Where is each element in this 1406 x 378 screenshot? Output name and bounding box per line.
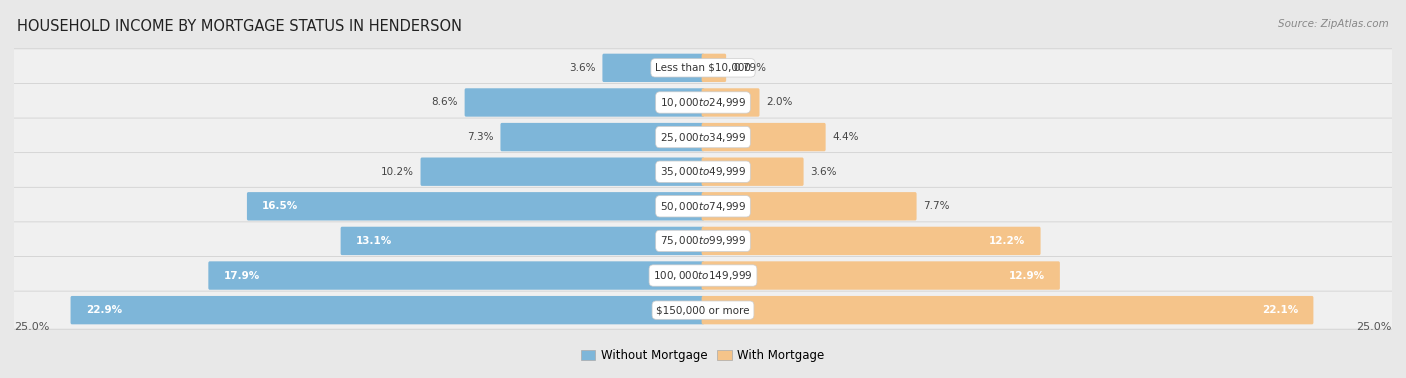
Text: $100,000 to $149,999: $100,000 to $149,999	[654, 269, 752, 282]
FancyBboxPatch shape	[340, 227, 704, 255]
FancyBboxPatch shape	[702, 192, 917, 220]
Text: 7.7%: 7.7%	[924, 201, 950, 211]
FancyBboxPatch shape	[602, 54, 704, 82]
Text: 25.0%: 25.0%	[1357, 322, 1392, 332]
Text: HOUSEHOLD INCOME BY MORTGAGE STATUS IN HENDERSON: HOUSEHOLD INCOME BY MORTGAGE STATUS IN H…	[17, 19, 463, 34]
Text: 12.9%: 12.9%	[1008, 271, 1045, 280]
Text: 8.6%: 8.6%	[432, 98, 458, 107]
Text: 7.3%: 7.3%	[467, 132, 494, 142]
FancyBboxPatch shape	[464, 88, 704, 117]
FancyBboxPatch shape	[11, 222, 1395, 260]
FancyBboxPatch shape	[11, 118, 1395, 156]
Text: 22.9%: 22.9%	[86, 305, 122, 315]
FancyBboxPatch shape	[70, 296, 704, 324]
Text: 25.0%: 25.0%	[14, 322, 49, 332]
Text: 12.2%: 12.2%	[990, 236, 1025, 246]
FancyBboxPatch shape	[702, 54, 725, 82]
Text: Source: ZipAtlas.com: Source: ZipAtlas.com	[1278, 19, 1389, 29]
FancyBboxPatch shape	[702, 88, 759, 117]
FancyBboxPatch shape	[11, 49, 1395, 87]
Text: 3.6%: 3.6%	[810, 167, 837, 177]
Text: 17.9%: 17.9%	[224, 271, 260, 280]
Legend: Without Mortgage, With Mortgage: Without Mortgage, With Mortgage	[576, 344, 830, 367]
FancyBboxPatch shape	[702, 227, 1040, 255]
Text: 2.0%: 2.0%	[766, 98, 793, 107]
Text: 13.1%: 13.1%	[356, 236, 392, 246]
Text: $25,000 to $34,999: $25,000 to $34,999	[659, 130, 747, 144]
FancyBboxPatch shape	[11, 153, 1395, 191]
Text: 22.1%: 22.1%	[1263, 305, 1298, 315]
Text: 10.2%: 10.2%	[381, 167, 413, 177]
FancyBboxPatch shape	[11, 84, 1395, 121]
Text: $50,000 to $74,999: $50,000 to $74,999	[659, 200, 747, 213]
FancyBboxPatch shape	[501, 123, 704, 151]
Text: 0.79%: 0.79%	[733, 63, 766, 73]
FancyBboxPatch shape	[702, 296, 1313, 324]
FancyBboxPatch shape	[11, 257, 1395, 294]
Text: $35,000 to $49,999: $35,000 to $49,999	[659, 165, 747, 178]
FancyBboxPatch shape	[11, 187, 1395, 225]
FancyBboxPatch shape	[11, 291, 1395, 329]
Text: 3.6%: 3.6%	[569, 63, 596, 73]
FancyBboxPatch shape	[702, 158, 804, 186]
FancyBboxPatch shape	[702, 261, 1060, 290]
Text: Less than $10,000: Less than $10,000	[655, 63, 751, 73]
FancyBboxPatch shape	[208, 261, 704, 290]
Text: $10,000 to $24,999: $10,000 to $24,999	[659, 96, 747, 109]
Text: $75,000 to $99,999: $75,000 to $99,999	[659, 234, 747, 248]
FancyBboxPatch shape	[702, 123, 825, 151]
FancyBboxPatch shape	[420, 158, 704, 186]
FancyBboxPatch shape	[247, 192, 704, 220]
Text: $150,000 or more: $150,000 or more	[657, 305, 749, 315]
Text: 16.5%: 16.5%	[262, 201, 298, 211]
Text: 4.4%: 4.4%	[832, 132, 859, 142]
